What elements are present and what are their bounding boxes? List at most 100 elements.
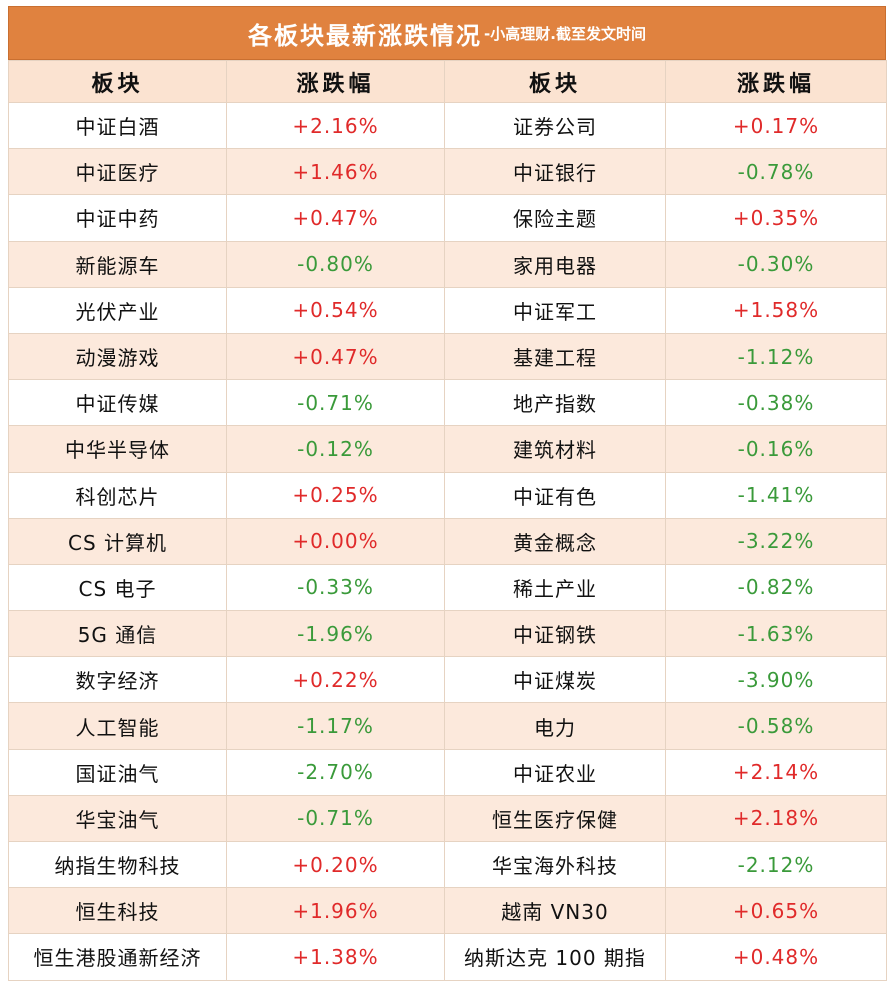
change-cell: -0.12% [226,425,445,473]
table-subtitle: -小高理财.截至发文时间 [484,24,646,43]
change-cell: +0.65% [665,887,887,935]
table-row: 纳指生物科技 +0.20% 华宝海外科技 -2.12% [8,840,887,889]
change-cell: -3.90% [665,656,887,704]
table-row: 恒生港股通新经济 +1.38% 纳斯达克 100 期指 +0.48% [8,933,887,981]
change-cell: -0.71% [226,794,445,843]
table-row: CS 计算机 +0.00% 黄金概念 -3.22% [8,517,887,565]
change-cell: +0.00% [226,517,445,565]
table-row: 5G 通信 -1.96% 中证钢铁 -1.63% [8,610,887,658]
change-cell: +0.47% [226,332,445,381]
sector-name-cell: 数字经济 [8,656,227,704]
sector-name-cell: 中证医疗 [8,148,227,196]
sector-name-cell: 国证油气 [8,748,227,796]
sector-name-cell: 中证钢铁 [444,610,666,658]
sector-name-cell: 人工智能 [8,702,227,750]
change-cell: +0.54% [226,286,445,334]
change-cell: +2.14% [665,748,887,796]
sector-name-cell: 华宝油气 [8,794,227,843]
sector-name-cell: 中证煤炭 [444,656,666,704]
sector-name-cell: 基建工程 [444,332,666,381]
header-sector-right: 板块 [444,60,666,103]
change-cell: -0.78% [665,148,887,196]
sector-name-cell: 纳指生物科技 [8,840,227,889]
sector-name-cell: 中证有色 [444,471,666,519]
table-row: 中证白酒 +2.16% 证券公司 +0.17% [8,101,887,150]
change-cell: +0.17% [665,101,887,150]
change-cell: -2.12% [665,840,887,889]
sector-name-cell: 恒生港股通新经济 [8,933,227,981]
table-row: 中证中药 +0.47% 保险主题 +0.35% [8,194,887,242]
sector-name-cell: 电力 [444,702,666,750]
sector-name-cell: 纳斯达克 100 期指 [444,933,666,981]
sector-table: 板块 涨跌幅 板块 涨跌幅 中证白酒 +2.16% 证券公司 +0.17% 中证医疗 +1… [8,60,887,981]
header-row: 板块 涨跌幅 板块 涨跌幅 [8,60,887,103]
table-row: 中证传媒 -0.71% 地产指数 -0.38% [8,379,887,427]
sector-name-cell: 恒生科技 [8,887,227,935]
change-cell: -0.71% [226,379,445,427]
sector-name-cell: 证券公司 [444,101,666,150]
sector-name-cell: 恒生医疗保健 [444,794,666,843]
table-row: 人工智能 -1.17% 电力 -0.58% [8,702,887,750]
sector-name-cell: 中证白酒 [8,101,227,150]
change-cell: -2.70% [226,748,445,796]
change-cell: +0.35% [665,194,887,242]
sector-name-cell: 保险主题 [444,194,666,242]
table-row: 华宝油气 -0.71% 恒生医疗保健 +2.18% [8,794,887,843]
sector-name-cell: 中证军工 [444,286,666,334]
table-row: 恒生科技 +1.96% 越南 VN30 +0.65% [8,887,887,935]
change-cell: -0.58% [665,702,887,750]
sector-name-cell: 越南 VN30 [444,887,666,935]
change-cell: -0.33% [226,563,445,612]
sector-name-cell: 中证银行 [444,148,666,196]
change-cell: -1.12% [665,332,887,381]
sector-name-cell: 光伏产业 [8,286,227,334]
change-cell: +1.96% [226,887,445,935]
table-row: 光伏产业 +0.54% 中证军工 +1.58% [8,286,887,334]
header-change-right: 涨跌幅 [665,60,887,103]
table-title: 各板块最新涨跌情况 [248,21,483,50]
sector-name-cell: 5G 通信 [8,610,227,658]
sector-name-cell: 地产指数 [444,379,666,427]
header-sector-left: 板块 [8,60,227,103]
sector-name-cell: 中证中药 [8,194,227,242]
change-cell: +0.20% [226,840,445,889]
change-cell: +0.22% [226,656,445,704]
sector-name-cell: 稀土产业 [444,563,666,612]
table-row: 科创芯片 +0.25% 中证有色 -1.41% [8,471,887,519]
sector-name-cell: 中证传媒 [8,379,227,427]
change-cell: -1.41% [665,471,887,519]
table-row: 国证油气 -2.70% 中证农业 +2.14% [8,748,887,796]
sector-name-cell: 建筑材料 [444,425,666,473]
header-change-left: 涨跌幅 [226,60,445,103]
table-row: 数字经济 +0.22% 中证煤炭 -3.90% [8,656,887,704]
change-cell: +1.58% [665,286,887,334]
table-row: 中华半导体 -0.12% 建筑材料 -0.16% [8,425,887,473]
change-cell: -0.80% [226,240,445,288]
sector-performance-table: 各板块最新涨跌情况 -小高理财.截至发文时间 板块 涨跌幅 板块 涨跌幅 中证白… [8,6,887,981]
change-cell: -1.17% [226,702,445,750]
sector-name-cell: 中证农业 [444,748,666,796]
change-cell: +1.38% [226,933,445,981]
sector-name-cell: 动漫游戏 [8,332,227,381]
table-row: 新能源车 -0.80% 家用电器 -0.30% [8,240,887,288]
change-cell: -0.30% [665,240,887,288]
change-cell: -3.22% [665,517,887,565]
change-cell: -0.38% [665,379,887,427]
change-cell: -0.82% [665,563,887,612]
change-cell: -0.16% [665,425,887,473]
change-cell: +0.47% [226,194,445,242]
sector-name-cell: 家用电器 [444,240,666,288]
table-row: 动漫游戏 +0.47% 基建工程 -1.12% [8,332,887,381]
sector-name-cell: 中华半导体 [8,425,227,473]
change-cell: +2.18% [665,794,887,843]
table-body: 中证白酒 +2.16% 证券公司 +0.17% 中证医疗 +1.46% 中证银行 -0.78%… [8,101,887,981]
sector-name-cell: CS 计算机 [8,517,227,565]
change-cell: +2.16% [226,101,445,150]
sector-name-cell: 新能源车 [8,240,227,288]
table-row: 中证医疗 +1.46% 中证银行 -0.78% [8,148,887,196]
sector-name-cell: 黄金概念 [444,517,666,565]
table-row: CS 电子 -0.33% 稀土产业 -0.82% [8,563,887,612]
change-cell: +1.46% [226,148,445,196]
change-cell: +0.25% [226,471,445,519]
sector-name-cell: 科创芯片 [8,471,227,519]
